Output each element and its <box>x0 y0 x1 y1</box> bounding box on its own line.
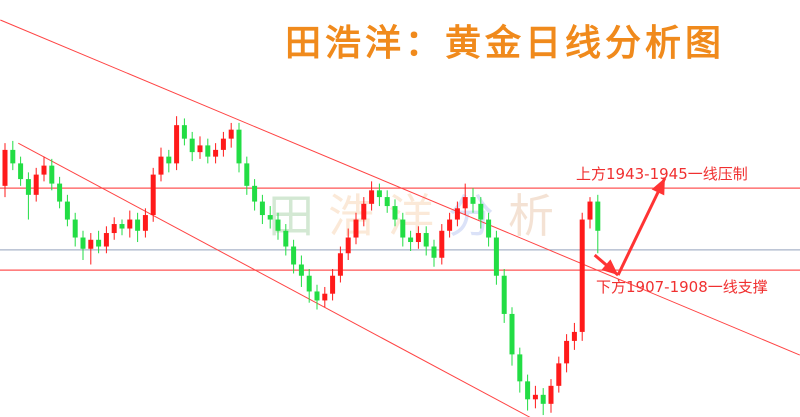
forecast-arrow-head <box>651 177 665 196</box>
candle-up <box>322 293 328 301</box>
resistance-annotation: 上方1943-1945一线压制 <box>576 165 748 183</box>
candle-up <box>439 230 445 258</box>
candle-down <box>400 219 406 238</box>
candle-up <box>532 394 538 400</box>
candle-down <box>306 275 312 292</box>
trend-line <box>0 19 800 356</box>
candle-up <box>337 253 343 276</box>
candle-down <box>181 125 187 139</box>
candle-up <box>579 219 585 332</box>
candle-up <box>353 219 359 238</box>
candle-down <box>72 219 78 238</box>
candle-down <box>275 219 281 231</box>
candle-up <box>345 237 351 254</box>
candle-down <box>189 138 195 153</box>
support-annotation: 下方1907-1908一线支撑 <box>596 278 768 296</box>
candle-up <box>454 208 460 220</box>
candle-down <box>236 129 242 164</box>
candle-up <box>150 174 156 216</box>
watermark-char: 田 <box>268 189 328 243</box>
candle-up <box>197 145 203 153</box>
candle-down <box>501 275 507 314</box>
candle-down <box>470 197 476 204</box>
candle-down <box>244 163 250 186</box>
candle-down <box>25 179 31 195</box>
candle-down <box>291 246 297 265</box>
candle-down <box>18 163 24 180</box>
watermark-char: 析 <box>508 189 568 243</box>
candle-down <box>252 185 258 202</box>
candle-down <box>540 394 546 404</box>
candle-down <box>57 183 63 202</box>
candle-up <box>556 363 562 386</box>
watermark-char: 浩 <box>328 189 388 243</box>
candle-up <box>111 224 117 234</box>
candle-down <box>10 149 16 164</box>
candle-down <box>298 264 304 276</box>
trend-line <box>18 142 531 417</box>
candle-down <box>96 239 102 247</box>
candle-up <box>564 340 570 364</box>
candle-down <box>392 206 398 220</box>
chart-title: 田浩洋：黄金日线分析图 <box>285 22 726 64</box>
forecast-arrow-head <box>601 259 619 276</box>
candle-down <box>431 246 437 258</box>
candle-down <box>478 203 484 220</box>
candle-down <box>49 165 55 184</box>
candle-up <box>462 197 468 209</box>
candle-down <box>595 201 601 231</box>
candle-up <box>447 219 453 231</box>
forecast-arrow-shaft <box>616 177 667 276</box>
candle-down <box>509 313 515 355</box>
candle-down <box>135 219 141 231</box>
candle-down <box>119 224 125 229</box>
candle-up <box>174 125 180 164</box>
candle-down <box>517 354 523 382</box>
candle-up <box>587 201 593 220</box>
candle-up <box>571 331 577 341</box>
candle-down <box>283 230 289 247</box>
candle-up <box>41 165 47 175</box>
candle-down <box>384 197 390 207</box>
candle-up <box>369 190 375 204</box>
candle-up <box>127 219 133 229</box>
candle-down <box>376 190 382 198</box>
candle-down <box>267 215 273 220</box>
candle-down <box>80 237 86 249</box>
candle-up <box>142 215 148 231</box>
candle-down <box>166 156 172 164</box>
candle-down <box>259 201 265 216</box>
candle-up <box>88 239 94 249</box>
candle-up <box>548 385 554 404</box>
candle-down <box>205 145 211 157</box>
candle-down <box>493 237 499 276</box>
candle-up <box>330 275 336 294</box>
candle-up <box>2 149 8 186</box>
candle-down <box>64 201 70 220</box>
candle-up <box>361 203 367 220</box>
candle-up <box>158 156 164 175</box>
candle-up <box>220 138 226 150</box>
candle-up <box>415 233 421 243</box>
candle-down <box>486 219 492 238</box>
candle-up <box>33 174 39 195</box>
candle-up <box>103 233 109 247</box>
candle-up <box>213 149 219 157</box>
candle-down <box>314 291 320 301</box>
candle-down <box>408 237 414 243</box>
candle-down <box>423 233 429 247</box>
candle-up <box>228 129 234 139</box>
candle-down <box>525 381 531 400</box>
